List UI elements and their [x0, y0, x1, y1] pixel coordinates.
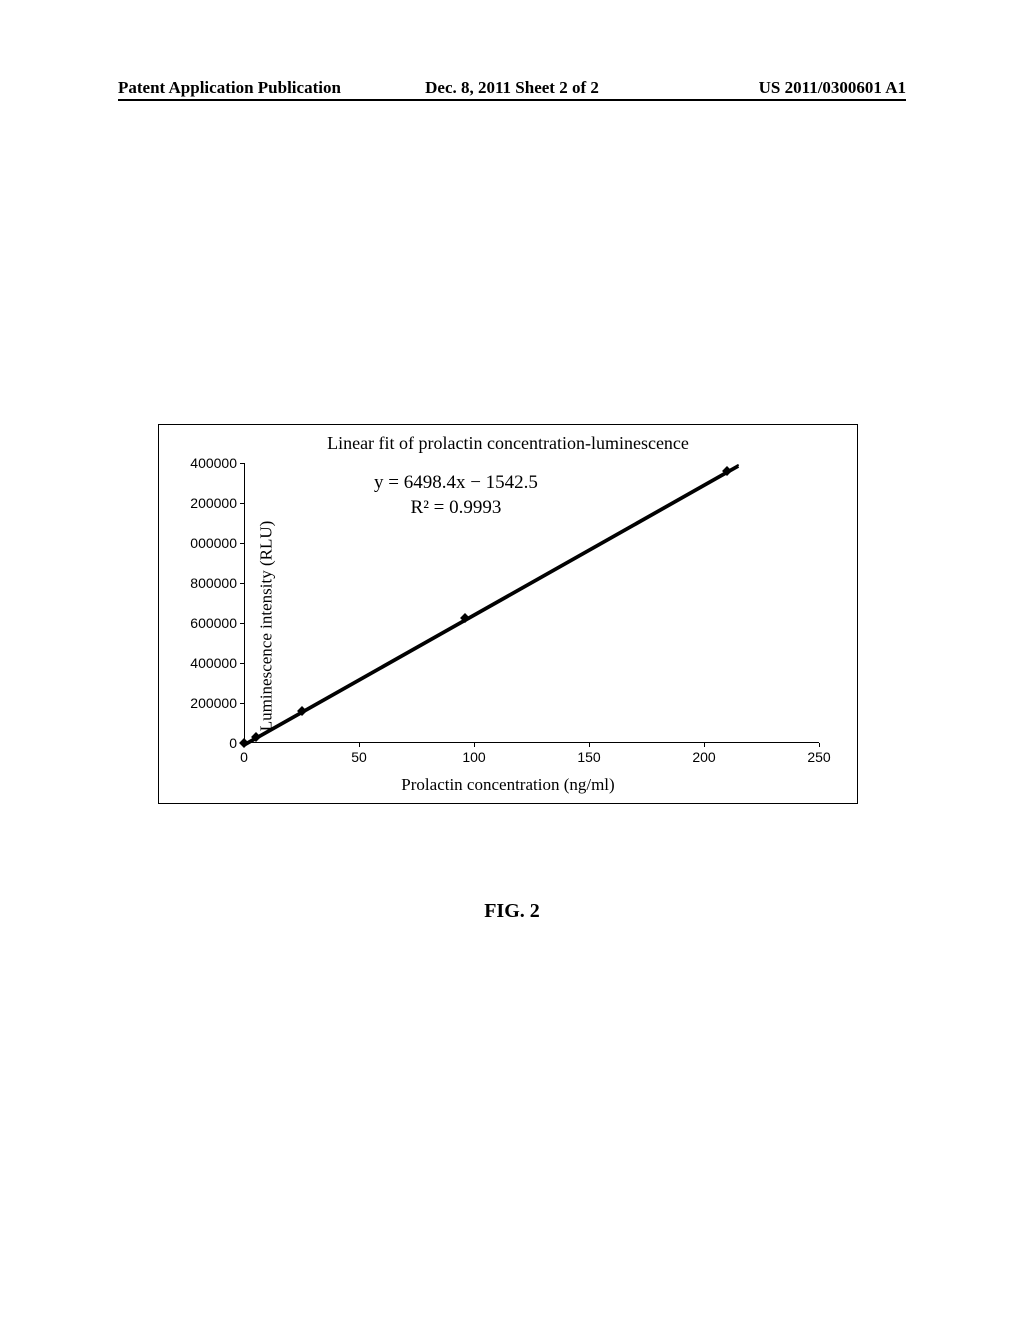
chart-area: Luminescence intensity (RLU) Prolactin c… — [169, 458, 847, 793]
fit-equation: y = 6498.4x − 1542.5 R² = 0.9993 — [374, 471, 538, 520]
x-tick-label: 50 — [351, 749, 367, 765]
y-tick-mark — [240, 543, 244, 544]
equation-formula: y = 6498.4x − 1542.5 — [374, 471, 538, 496]
equation-r-squared: R² = 0.9993 — [374, 496, 538, 521]
x-tick-mark — [704, 743, 705, 747]
x-tick-label: 0 — [240, 749, 248, 765]
x-tick-label: 150 — [577, 749, 600, 765]
x-tick-label: 250 — [807, 749, 830, 765]
plot-area: y = 6498.4x − 1542.5 R² = 0.9993 0200000… — [244, 463, 819, 743]
y-tick-label: 200000 — [182, 495, 237, 511]
figure-label: FIG. 2 — [484, 900, 540, 923]
y-tick-mark — [240, 583, 244, 584]
y-tick-label: 600000 — [182, 615, 237, 631]
x-tick-mark — [474, 743, 475, 747]
header-publication: Patent Application Publication — [118, 78, 381, 98]
y-tick-label: 400000 — [182, 455, 237, 471]
x-tick-mark — [819, 743, 820, 747]
header-divider — [118, 99, 906, 101]
x-tick-mark — [359, 743, 360, 747]
x-tick-mark — [589, 743, 590, 747]
x-tick-label: 100 — [462, 749, 485, 765]
x-tick-label: 200 — [692, 749, 715, 765]
y-tick-label: 0 — [182, 735, 237, 751]
y-tick-mark — [240, 463, 244, 464]
y-tick-label: 400000 — [182, 655, 237, 671]
y-tick-label: 000000 — [182, 535, 237, 551]
x-axis-label: Prolactin concentration (ng/ml) — [401, 775, 614, 795]
y-tick-mark — [240, 663, 244, 664]
x-axis-line — [244, 742, 819, 743]
y-tick-mark — [240, 623, 244, 624]
y-tick-mark — [240, 503, 244, 504]
y-tick-label: 800000 — [182, 575, 237, 591]
chart-title: Linear fit of prolactin concentration-lu… — [169, 433, 847, 454]
y-tick-label: 200000 — [182, 695, 237, 711]
chart-container: Linear fit of prolactin concentration-lu… — [158, 424, 858, 804]
header-date-sheet: Dec. 8, 2011 Sheet 2 of 2 — [381, 78, 644, 98]
page-header: Patent Application Publication Dec. 8, 2… — [0, 78, 1024, 98]
y-tick-mark — [240, 703, 244, 704]
y-axis-line — [244, 463, 245, 743]
header-patent-number: US 2011/0300601 A1 — [643, 78, 906, 98]
